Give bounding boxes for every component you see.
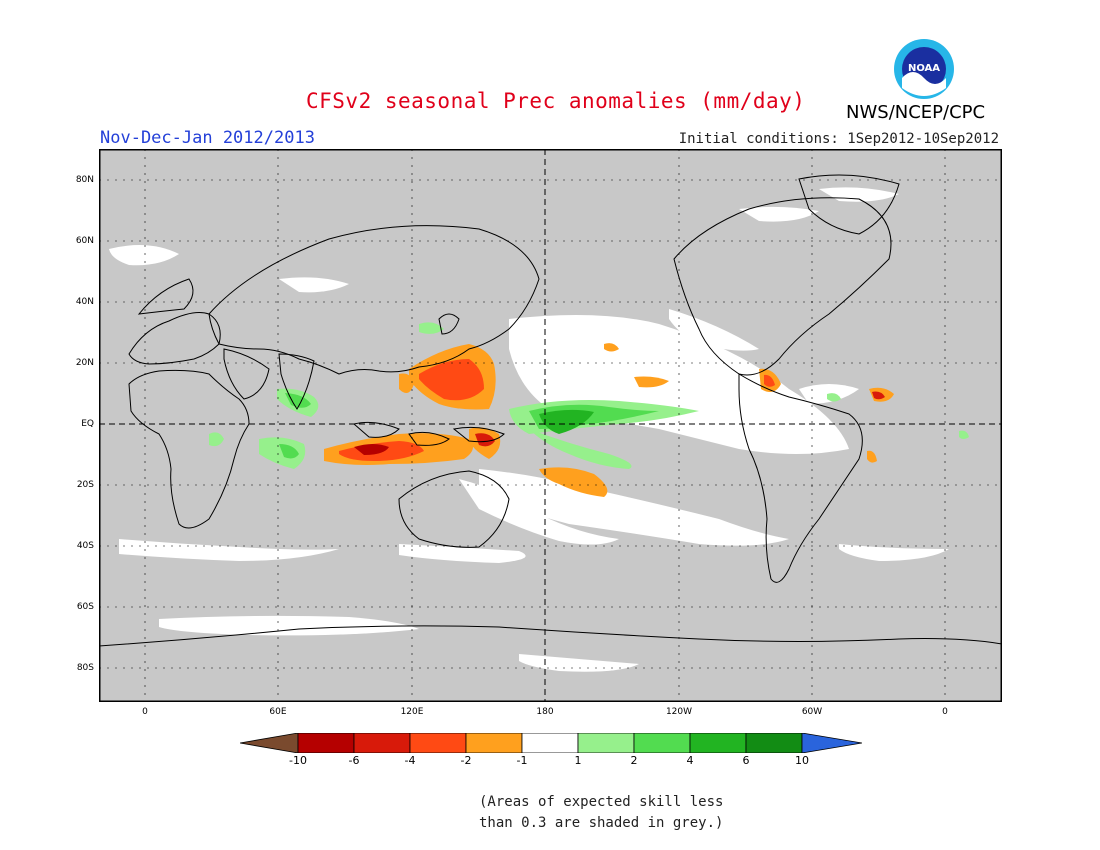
lat-label-60s: 60S — [76, 602, 94, 612]
colorbar-tick: 1 — [574, 754, 582, 767]
colorbar-tick: -2 — [460, 754, 472, 767]
lon-label-180: 180 — [536, 707, 554, 717]
agency-label: NWS/NCEP/CPC — [846, 102, 986, 123]
colorbar-tick: -4 — [404, 754, 416, 767]
colorbar-tick: 6 — [742, 754, 750, 767]
lat-label-eq: EQ — [81, 419, 94, 429]
lon-label-0-east: 0 — [942, 707, 948, 717]
colorbar-tick: 4 — [686, 754, 694, 767]
lon-label-120w: 120W — [665, 707, 693, 717]
colorbar-tick: 10 — [795, 754, 809, 767]
lon-label-0: 0 — [142, 707, 148, 717]
colorbar-tick: 2 — [630, 754, 638, 767]
colorbar-tick: -10 — [289, 754, 307, 767]
colorbar — [240, 733, 862, 753]
lat-label-80n: 80N — [75, 175, 94, 185]
skill-white-regions — [109, 187, 949, 672]
lon-label-60e: 60E — [269, 707, 287, 717]
lat-lon-grid — [99, 149, 1002, 702]
colorbar-tick: -6 — [348, 754, 360, 767]
chart-title: CFSv2 seasonal Prec anomalies (mm/day) — [306, 89, 806, 113]
equator-dateline — [99, 149, 1002, 702]
dry-anomaly-regions — [324, 343, 894, 497]
skill-note: (Areas of expected skill less than 0.3 a… — [479, 792, 723, 834]
lat-label-40n: 40N — [75, 297, 94, 307]
lon-label-120e: 120E — [400, 707, 424, 717]
lat-label-80s: 80S — [76, 663, 94, 673]
lat-label-40s: 40S — [76, 541, 94, 551]
lat-label-60n: 60N — [75, 236, 94, 246]
wet-anomaly-regions — [209, 322, 969, 469]
colorbar-tick: -1 — [516, 754, 528, 767]
precip-anomaly-map — [99, 149, 1002, 702]
lat-label-20s: 20S — [76, 480, 94, 490]
svg-text:NOAA: NOAA — [908, 63, 940, 74]
coastlines — [99, 174, 1002, 647]
lat-label-20n: 20N — [75, 358, 94, 368]
season-label: Nov-Dec-Jan 2012/2013 — [100, 128, 315, 148]
initial-conditions-label: Initial conditions: 1Sep2012-10Sep2012 — [678, 131, 999, 147]
skill-note-line2: than 0.3 are shaded in grey.) — [479, 815, 724, 831]
lon-label-60w: 60W — [801, 707, 823, 717]
noaa-logo: NOAA — [894, 39, 954, 99]
skill-note-line1: (Areas of expected skill less — [479, 794, 724, 810]
